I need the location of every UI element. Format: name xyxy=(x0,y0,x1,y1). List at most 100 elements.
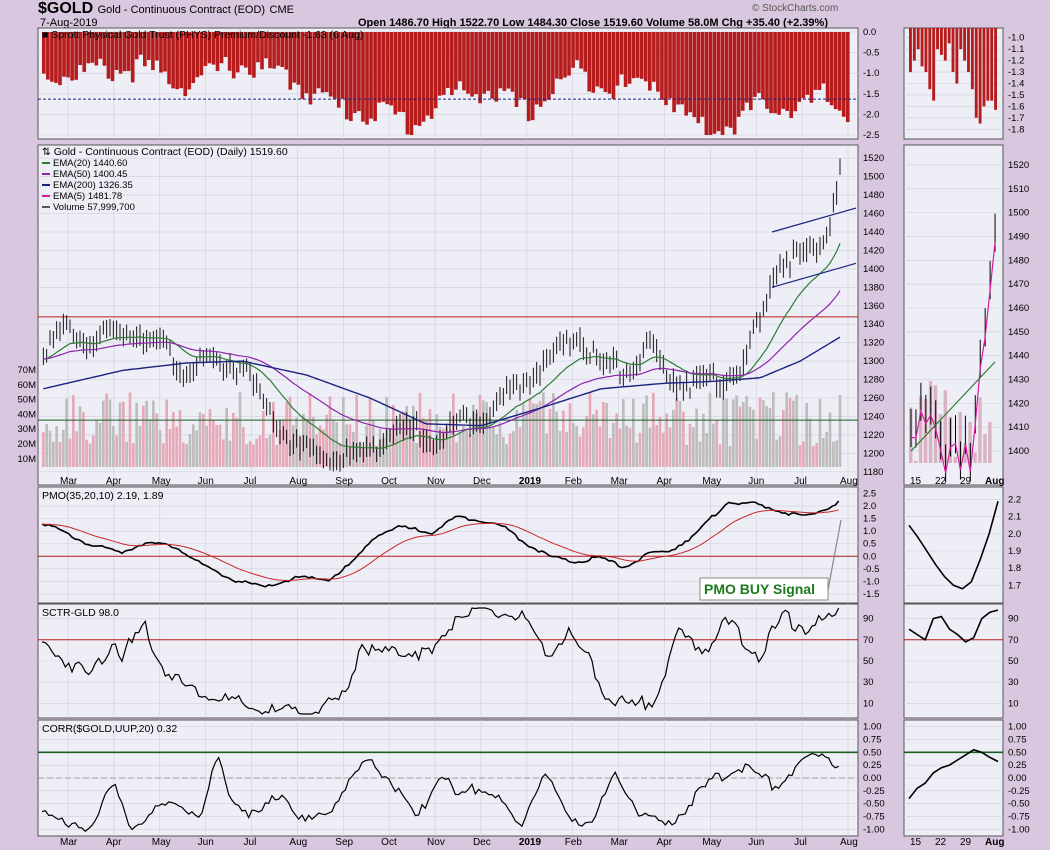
volume-bar xyxy=(642,403,645,467)
phys-bar xyxy=(668,32,672,99)
pmo-tick-4: 0.5 xyxy=(863,539,876,550)
price-zoom-tick-1: 1510 xyxy=(1008,184,1029,195)
volume-bar xyxy=(258,435,262,467)
volume-bar xyxy=(735,395,738,467)
phys-bar xyxy=(58,32,62,86)
phys-bar xyxy=(773,32,777,114)
x-label-main-3: Jun xyxy=(198,476,214,487)
volume-bar xyxy=(248,441,252,467)
phys-bar xyxy=(276,32,280,66)
volume-bar xyxy=(785,392,788,467)
price-tick-12: 1280 xyxy=(863,375,884,386)
volume-bar xyxy=(208,408,212,467)
volume-bar xyxy=(708,392,712,467)
channel-bottom-line xyxy=(771,262,857,288)
phys-bar xyxy=(308,32,313,105)
volume-bar xyxy=(465,430,468,467)
volume-bar xyxy=(588,392,592,467)
volume-bar xyxy=(665,413,668,467)
phys-zoom-bar xyxy=(936,28,939,50)
phys-bar xyxy=(106,32,111,79)
x-label-bottom-13: Apr xyxy=(656,837,672,848)
zoom-volume-bar xyxy=(968,421,972,463)
volume-bar xyxy=(415,443,418,467)
volume-bar xyxy=(832,441,835,467)
x-label-main-14: May xyxy=(702,476,721,487)
volume-bar xyxy=(55,425,58,467)
price-tick-16: 1200 xyxy=(863,448,884,459)
volume-bar xyxy=(148,419,152,467)
volume-bar xyxy=(562,410,565,467)
zoom-volume-bar xyxy=(913,460,918,463)
volume-bar xyxy=(705,433,708,467)
price-zoom-tick-5: 1470 xyxy=(1008,279,1029,290)
phys-bar xyxy=(494,32,499,102)
x-label-bottom-17: Aug xyxy=(840,837,858,848)
volume-bar xyxy=(368,398,372,467)
price-stats: Open 1486.70 High 1522.70 Low 1484.30 Cl… xyxy=(358,17,828,29)
phys-bar xyxy=(672,32,676,113)
sctr-zoom-line xyxy=(908,609,999,643)
volume-bar xyxy=(658,417,662,467)
volume-bar xyxy=(532,403,535,467)
volume-bar xyxy=(615,413,618,467)
corr-tick-8: -1.00 xyxy=(863,824,885,835)
pmo-tick-7: -1.0 xyxy=(863,576,879,587)
volume-bar xyxy=(628,427,632,467)
phys-bar xyxy=(239,32,244,66)
volume-bar xyxy=(175,426,178,467)
zoom-panel-2-frame xyxy=(903,486,1004,604)
phys-bar xyxy=(813,32,818,90)
volume-bar xyxy=(112,426,115,467)
phys-zoom-bar xyxy=(990,28,994,101)
volume-bar xyxy=(205,425,208,467)
zoom-volume-bar xyxy=(978,397,982,463)
phys-tick-4: -2.0 xyxy=(863,109,879,120)
volume-bar xyxy=(48,430,52,467)
phys-tick-5: -2.5 xyxy=(863,130,879,141)
phys-bar xyxy=(534,32,539,105)
volume-bar xyxy=(528,397,532,467)
phys-bar xyxy=(635,32,640,78)
phys-bar xyxy=(478,32,482,104)
phys-bar xyxy=(42,32,46,74)
volume-bar xyxy=(548,408,552,467)
x-label-main-9: Dec xyxy=(473,476,491,487)
phys-bar xyxy=(126,32,131,72)
phys-zoom-bar xyxy=(994,28,998,110)
phys-bar xyxy=(74,32,78,80)
phys-bar xyxy=(801,32,806,99)
phys-bar xyxy=(256,32,260,63)
phys-bar xyxy=(175,32,179,90)
volume-bar xyxy=(635,442,638,467)
volume-bar xyxy=(545,433,548,467)
phys-bar xyxy=(462,32,466,91)
volume-bar xyxy=(795,394,798,467)
volume-bar xyxy=(662,432,665,467)
corr-title: CORR($GOLD,UUP,20) 0.32 xyxy=(42,723,177,735)
volume-bar xyxy=(835,440,838,467)
volume-bar xyxy=(238,392,242,467)
phys-bar xyxy=(567,32,571,76)
phys-bar xyxy=(530,32,535,121)
x-label-bottom-1: Apr xyxy=(106,837,122,848)
zoom-volume-bar xyxy=(973,452,977,463)
x-label-bottom-5: Aug xyxy=(289,837,307,848)
phys-bar xyxy=(171,32,175,89)
volume-bar xyxy=(85,439,88,467)
volume-bar xyxy=(632,398,635,467)
volume-bar xyxy=(518,427,522,467)
volume-bar xyxy=(538,401,542,467)
phys-bar xyxy=(829,32,834,106)
volume-bar xyxy=(818,399,822,467)
volume-bar xyxy=(142,405,145,467)
phys-zoom-bar xyxy=(986,28,990,101)
price-zoom-tick-4: 1480 xyxy=(1008,255,1029,266)
x-label-bottom-9: Dec xyxy=(473,837,491,848)
pmo-zoom-tick-2: 2.0 xyxy=(1008,529,1021,540)
phys-bar xyxy=(349,32,353,122)
volume-bar xyxy=(678,400,682,467)
price-tick-0: 1520 xyxy=(863,153,884,164)
x-label-bottom-4: Jul xyxy=(244,837,257,848)
volume-bar xyxy=(282,418,285,467)
